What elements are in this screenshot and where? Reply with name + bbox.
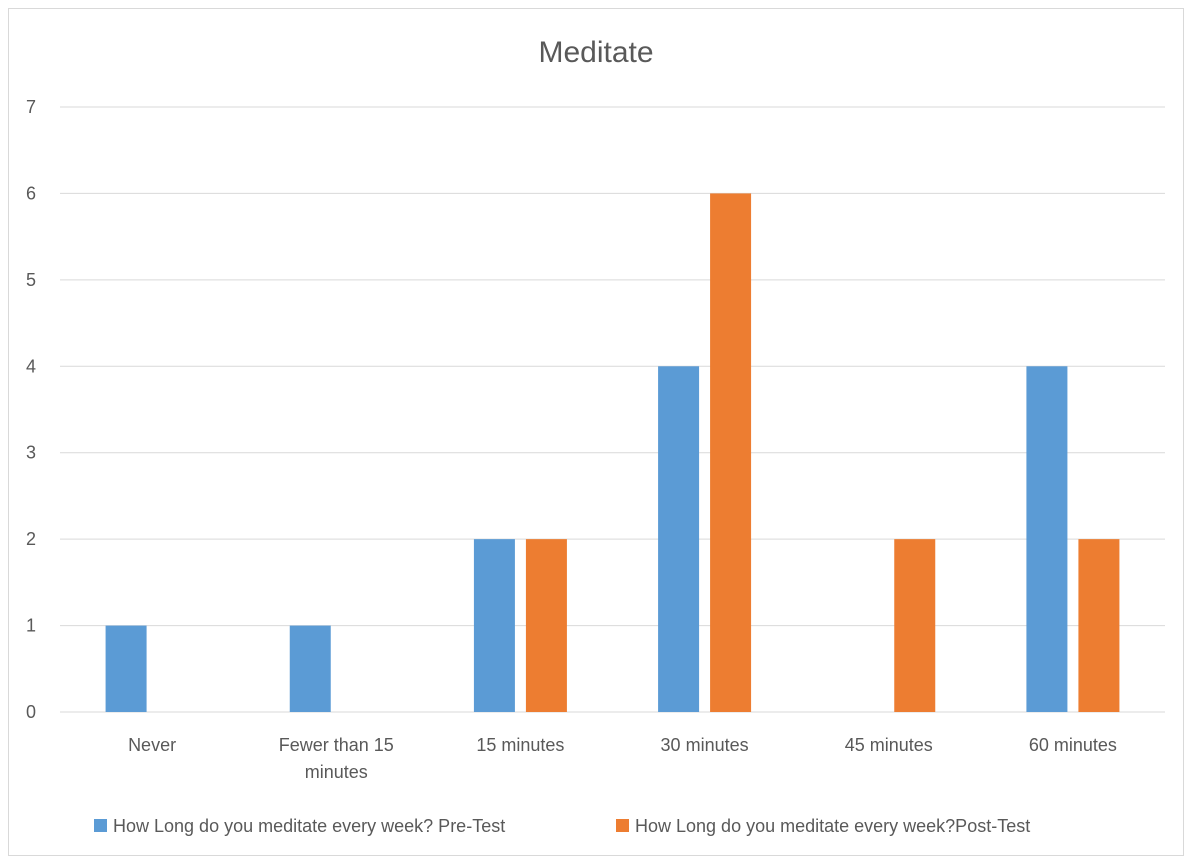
legend-label-2: How Long do you meditate every week?Post…: [635, 816, 1030, 836]
x-tick-label: 15 minutes: [476, 735, 564, 755]
bar-series-1: [289, 625, 331, 712]
x-tick-label: 30 minutes: [661, 735, 749, 755]
bar-series-1: [105, 625, 147, 712]
y-tick-label: 2: [26, 529, 36, 549]
y-tick-label: 6: [26, 183, 36, 203]
bar-series-2: [894, 539, 936, 712]
y-tick-label: 3: [26, 443, 36, 463]
y-tick-label: 1: [26, 616, 36, 636]
bar-series-1: [1026, 366, 1068, 712]
bar-series-2: [525, 539, 567, 712]
y-axis-ticks: 0 1 2 3 4 5 6 7: [26, 97, 36, 722]
x-axis-ticks: Never Fewer than 15 minutes 15 minutes 30 mi…: [128, 735, 1117, 782]
chart-frame: [8, 8, 1184, 856]
x-tick-label: Never: [128, 735, 176, 755]
y-tick-label: 7: [26, 97, 36, 117]
legend-swatch-1: [94, 819, 107, 832]
x-tick-label: 60 minutes: [1029, 735, 1117, 755]
y-tick-label: 5: [26, 270, 36, 290]
x-tick-label: 45 minutes: [845, 735, 933, 755]
legend: How Long do you meditate every week? Pre…: [94, 816, 1030, 836]
y-tick-label: 0: [26, 702, 36, 722]
gridlines: [60, 106, 1165, 713]
legend-label-1: How Long do you meditate every week? Pre…: [113, 816, 505, 836]
bars: [105, 193, 1120, 712]
legend-swatch-2: [616, 819, 629, 832]
x-tick-label: Fewer than 15: [279, 735, 394, 755]
chart-title: Meditate: [538, 36, 653, 69]
bar-series-2: [710, 193, 752, 712]
bar-series-2: [1078, 539, 1120, 712]
y-tick-label: 4: [26, 356, 36, 376]
bar-series-1: [473, 539, 515, 712]
bar-series-1: [658, 366, 700, 712]
x-tick-label: minutes: [305, 762, 368, 782]
